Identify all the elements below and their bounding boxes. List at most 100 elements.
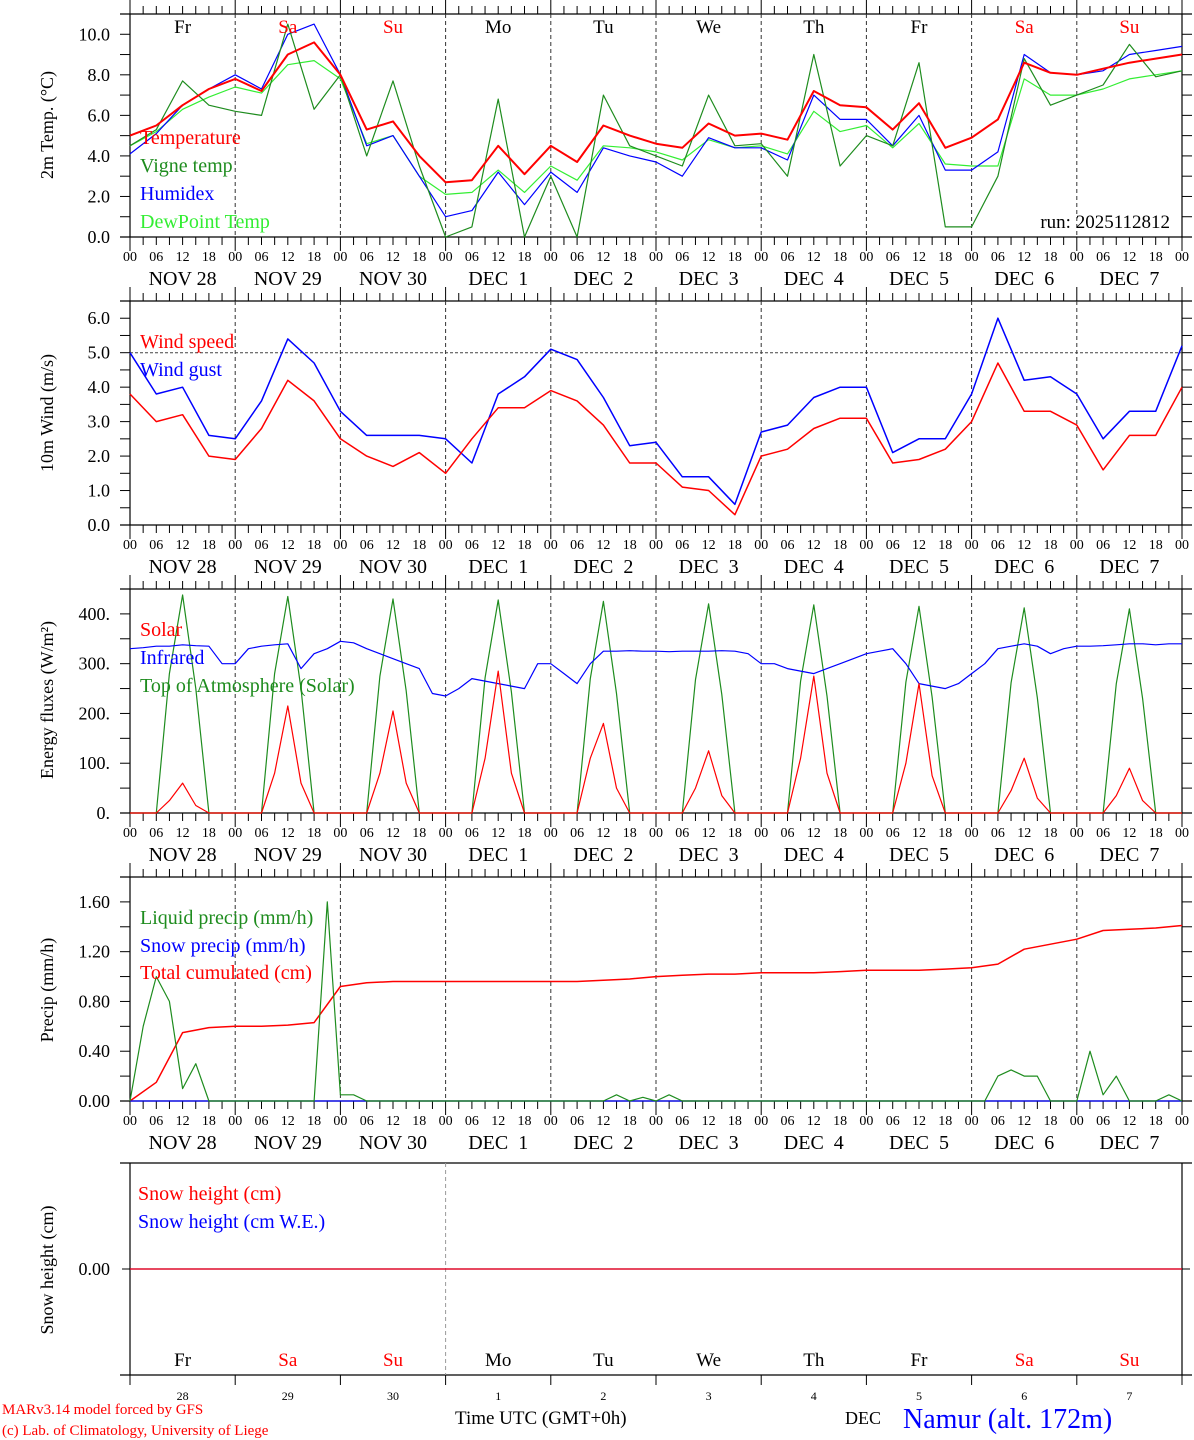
date-label: DEC 1 bbox=[468, 268, 528, 290]
date-label: DEC 4 bbox=[784, 268, 844, 290]
hour-tick-label: 00 bbox=[544, 826, 558, 841]
date-label: DEC 1 bbox=[468, 844, 528, 866]
humidex-line bbox=[129, 23, 1183, 218]
hour-tick-label: 00 bbox=[228, 250, 242, 265]
x-axis-title: Time UTC (GMT+0h) bbox=[455, 1408, 627, 1429]
hour-tick-label: 18 bbox=[833, 1114, 847, 1129]
hour-tick-label: 06 bbox=[781, 1114, 795, 1129]
hour-tick-label: 06 bbox=[465, 826, 479, 841]
hour-tick-label: 12 bbox=[1122, 826, 1136, 841]
hour-tick-label: 12 bbox=[702, 250, 716, 265]
day-number-label: 6 bbox=[1021, 1389, 1027, 1403]
hour-tick-label: 00 bbox=[1175, 1114, 1189, 1129]
weekday-label: We bbox=[696, 1350, 721, 1371]
hour-tick-label: 12 bbox=[1122, 538, 1136, 553]
day-number-label: 5 bbox=[916, 1389, 922, 1403]
hour-tick-label: 00 bbox=[859, 250, 873, 265]
hour-tick-label: 06 bbox=[991, 826, 1005, 841]
hour-tick-label: 12 bbox=[1017, 826, 1031, 841]
hour-tick-label: 00 bbox=[439, 1114, 453, 1129]
weekday-label: Tu bbox=[593, 1350, 614, 1371]
hour-tick-label: 12 bbox=[491, 826, 505, 841]
y-tick-label: 4.0 bbox=[88, 377, 111, 397]
hour-tick-label: 00 bbox=[754, 826, 768, 841]
date-label: DEC 5 bbox=[889, 556, 949, 578]
hour-tick-label: 12 bbox=[596, 1114, 610, 1129]
date-label: DEC 1 bbox=[468, 556, 528, 578]
hour-tick-label: 06 bbox=[886, 250, 900, 265]
hour-tick-label: 06 bbox=[1096, 538, 1110, 553]
hour-tick-label: 06 bbox=[149, 250, 163, 265]
hour-tick-label: 06 bbox=[886, 538, 900, 553]
date-label: DEC 5 bbox=[889, 844, 949, 866]
date-label: DEC 5 bbox=[889, 268, 949, 290]
weekday-label: Su bbox=[383, 1350, 404, 1371]
hour-tick-label: 00 bbox=[754, 1114, 768, 1129]
date-label: DEC 2 bbox=[573, 844, 633, 866]
day-number-label: 3 bbox=[706, 1389, 712, 1403]
hour-tick-label: 06 bbox=[781, 826, 795, 841]
hour-tick-label: 18 bbox=[728, 1114, 742, 1129]
hour-tick-label: 18 bbox=[307, 538, 321, 553]
hour-tick-label: 06 bbox=[675, 538, 689, 553]
date-label: NOV 28 bbox=[149, 556, 217, 578]
y-axis-title: 10m Wind (m/s) bbox=[37, 354, 58, 472]
hour-tick-label: 12 bbox=[491, 538, 505, 553]
hour-tick-label: 18 bbox=[938, 1114, 952, 1129]
hour-tick-label: 06 bbox=[781, 538, 795, 553]
hour-tick-label: 18 bbox=[1149, 826, 1163, 841]
lab-credit: (c) Lab. of Climatology, University of L… bbox=[2, 1423, 269, 1439]
weekday-label: Sa bbox=[278, 1350, 298, 1371]
weekday-label: Su bbox=[1119, 1350, 1140, 1371]
date-label: DEC 3 bbox=[679, 844, 739, 866]
hour-tick-label: 18 bbox=[202, 1114, 216, 1129]
liquid-precip-mm-h-line bbox=[129, 901, 1183, 1102]
date-label: DEC 4 bbox=[784, 556, 844, 578]
hour-tick-label: 06 bbox=[465, 250, 479, 265]
hour-tick-label: 12 bbox=[176, 1114, 190, 1129]
hour-tick-label: 00 bbox=[754, 538, 768, 553]
hour-tick-label: 00 bbox=[439, 538, 453, 553]
hour-tick-label: 06 bbox=[360, 1114, 374, 1129]
hour-tick-label: 18 bbox=[1149, 538, 1163, 553]
y-tick-label: 1.20 bbox=[79, 942, 111, 962]
hour-tick-label: 18 bbox=[518, 1114, 532, 1129]
date-label: DEC 2 bbox=[573, 1132, 633, 1154]
temperature-line bbox=[129, 41, 1183, 184]
date-label: DEC 3 bbox=[679, 268, 739, 290]
hour-tick-label: 06 bbox=[886, 826, 900, 841]
solar-line bbox=[130, 670, 1182, 814]
date-label: DEC 4 bbox=[784, 844, 844, 866]
hour-tick-label: 00 bbox=[965, 1114, 979, 1129]
hour-tick-label: 18 bbox=[1044, 538, 1058, 553]
hour-tick-label: 12 bbox=[281, 826, 295, 841]
hour-tick-label: 00 bbox=[859, 826, 873, 841]
hour-tick-label: 00 bbox=[123, 826, 137, 841]
hour-tick-label: 18 bbox=[728, 250, 742, 265]
y-tick-label: 200. bbox=[79, 703, 111, 723]
legend-entry: Liquid precip (mm/h) bbox=[140, 907, 313, 929]
hour-tick-label: 18 bbox=[307, 250, 321, 265]
hour-tick-label: 18 bbox=[728, 538, 742, 553]
date-label: NOV 30 bbox=[359, 1132, 427, 1154]
hour-tick-label: 12 bbox=[596, 826, 610, 841]
legend-entry: Humidex bbox=[140, 183, 214, 205]
hour-tick-label: 00 bbox=[649, 826, 663, 841]
date-label: DEC 6 bbox=[994, 1132, 1054, 1154]
hour-tick-label: 00 bbox=[1070, 826, 1084, 841]
date-label: DEC 2 bbox=[573, 268, 633, 290]
hour-tick-label: 12 bbox=[1017, 538, 1031, 553]
location-title: Namur (alt. 172m) bbox=[903, 1404, 1112, 1435]
hour-tick-label: 06 bbox=[1096, 250, 1110, 265]
legend-entry: Wind speed bbox=[140, 331, 234, 353]
hour-tick-label: 00 bbox=[1175, 538, 1189, 553]
hour-tick-label: 00 bbox=[333, 1114, 347, 1129]
hour-tick-label: 06 bbox=[675, 1114, 689, 1129]
date-label: DEC 5 bbox=[889, 1132, 949, 1154]
hour-tick-label: 12 bbox=[912, 1114, 926, 1129]
hour-tick-label: 06 bbox=[255, 1114, 269, 1129]
hour-tick-label: 00 bbox=[1070, 1114, 1084, 1129]
weekday-label: We bbox=[696, 17, 721, 38]
hour-tick-label: 12 bbox=[702, 538, 716, 553]
